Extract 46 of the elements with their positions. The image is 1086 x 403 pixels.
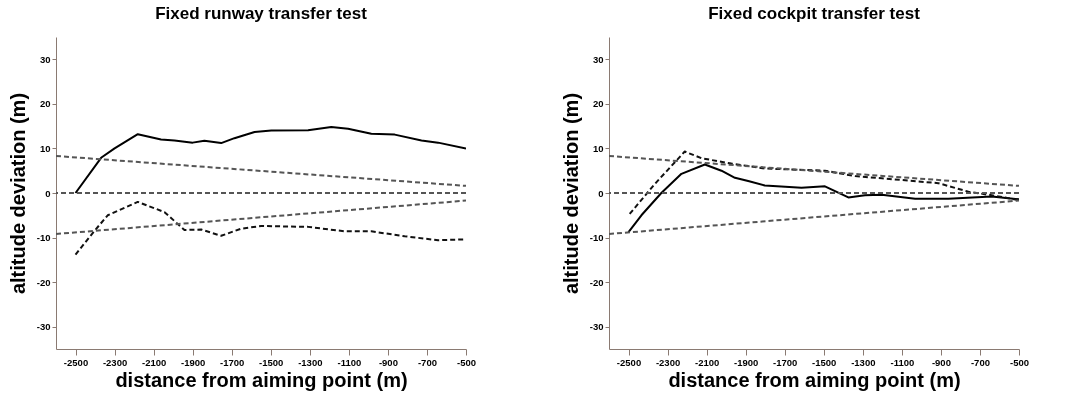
chart-title: Fixed cockpit transfer test bbox=[708, 4, 921, 23]
x-tick-label: -1900 bbox=[734, 356, 759, 368]
y-tick-label: 30 bbox=[39, 53, 51, 65]
x-tick-label: -2100 bbox=[141, 356, 167, 368]
line-series bbox=[74, 200, 466, 256]
x-tick-label: -500 bbox=[1009, 356, 1030, 368]
y-tick-label: 10 bbox=[39, 142, 51, 154]
x-tick-label: -700 bbox=[417, 356, 437, 368]
y-tick-label: -10 bbox=[589, 232, 604, 244]
y-tick-label: 20 bbox=[592, 98, 604, 110]
x-tick-label: -900 bbox=[378, 356, 398, 368]
y-tick-label: -20 bbox=[589, 276, 604, 288]
line-series bbox=[74, 126, 466, 194]
y-tick-label: 30 bbox=[592, 53, 604, 65]
x-tick-label: -1500 bbox=[259, 356, 284, 368]
x-tick-label: -2300 bbox=[655, 356, 681, 368]
y-tick-label: -20 bbox=[36, 276, 51, 288]
y-tick-label: -30 bbox=[589, 321, 604, 333]
x-tick-label: -2100 bbox=[694, 356, 720, 368]
chart-title: Fixed runway transfer test bbox=[155, 4, 368, 23]
y-tick-label: -10 bbox=[36, 232, 51, 244]
x-tick-label: -700 bbox=[970, 356, 990, 368]
y-tick-label: 10 bbox=[592, 142, 604, 154]
x-tick-label: -1100 bbox=[337, 356, 362, 368]
x-tick-label: -500 bbox=[456, 356, 477, 368]
y-tick-label: -30 bbox=[36, 321, 51, 333]
x-tick-label: -1300 bbox=[851, 356, 876, 368]
x-axis-title: distance from aiming point (m) bbox=[668, 369, 961, 391]
x-tick-label: -2500 bbox=[63, 356, 89, 368]
x-tick-label: -2300 bbox=[102, 356, 128, 368]
x-tick-label: -2500 bbox=[616, 356, 642, 368]
y-tick-label: 0 bbox=[45, 187, 51, 199]
y-axis-title: altitude deviation (m) bbox=[559, 92, 582, 295]
x-tick-label: -1700 bbox=[220, 356, 245, 368]
x-tick-label: -1100 bbox=[890, 356, 915, 368]
y-axis-title: altitude deviation (m) bbox=[6, 92, 29, 295]
line-series bbox=[628, 150, 1019, 215]
x-tick-label: -1300 bbox=[298, 356, 323, 368]
x-tick-label: -1500 bbox=[812, 356, 837, 368]
y-tick-label: 0 bbox=[598, 187, 604, 199]
x-tick-label: -1900 bbox=[181, 356, 206, 368]
x-tick-label: -900 bbox=[931, 356, 951, 368]
line-series bbox=[627, 163, 1019, 234]
y-tick-label: 20 bbox=[39, 98, 51, 110]
x-tick-label: -1700 bbox=[773, 356, 798, 368]
x-axis-title: distance from aiming point (m) bbox=[115, 369, 408, 391]
